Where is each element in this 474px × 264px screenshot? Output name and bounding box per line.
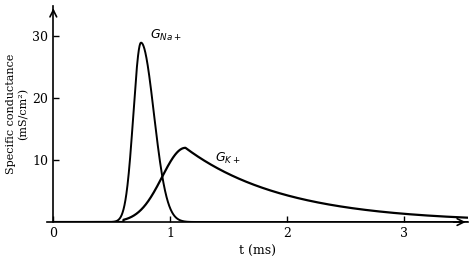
Text: $G_{Na+}$: $G_{Na+}$ — [150, 27, 182, 43]
X-axis label: t (ms): t (ms) — [239, 246, 276, 258]
Y-axis label: Specific conductance
(mS/cm²): Specific conductance (mS/cm²) — [6, 54, 28, 174]
Text: $G_{K+}$: $G_{K+}$ — [215, 151, 240, 167]
